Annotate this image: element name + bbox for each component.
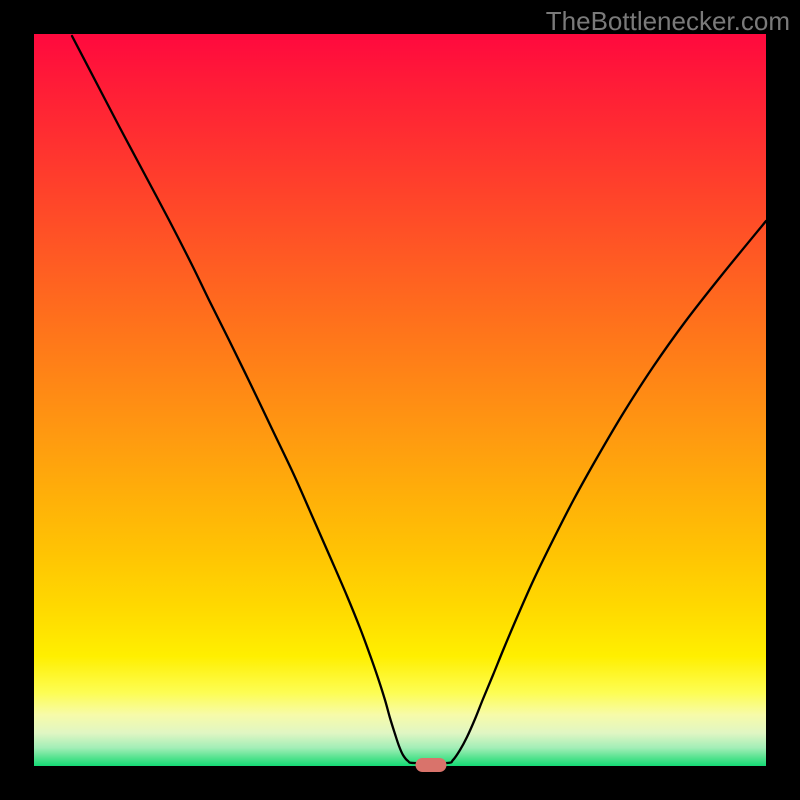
- chart-frame: TheBottlenecker.com: [0, 0, 800, 800]
- optimum-marker: [415, 758, 446, 772]
- bottleneck-curve: [34, 34, 766, 766]
- plot-area: [34, 34, 766, 766]
- watermark-text: TheBottlenecker.com: [546, 6, 790, 37]
